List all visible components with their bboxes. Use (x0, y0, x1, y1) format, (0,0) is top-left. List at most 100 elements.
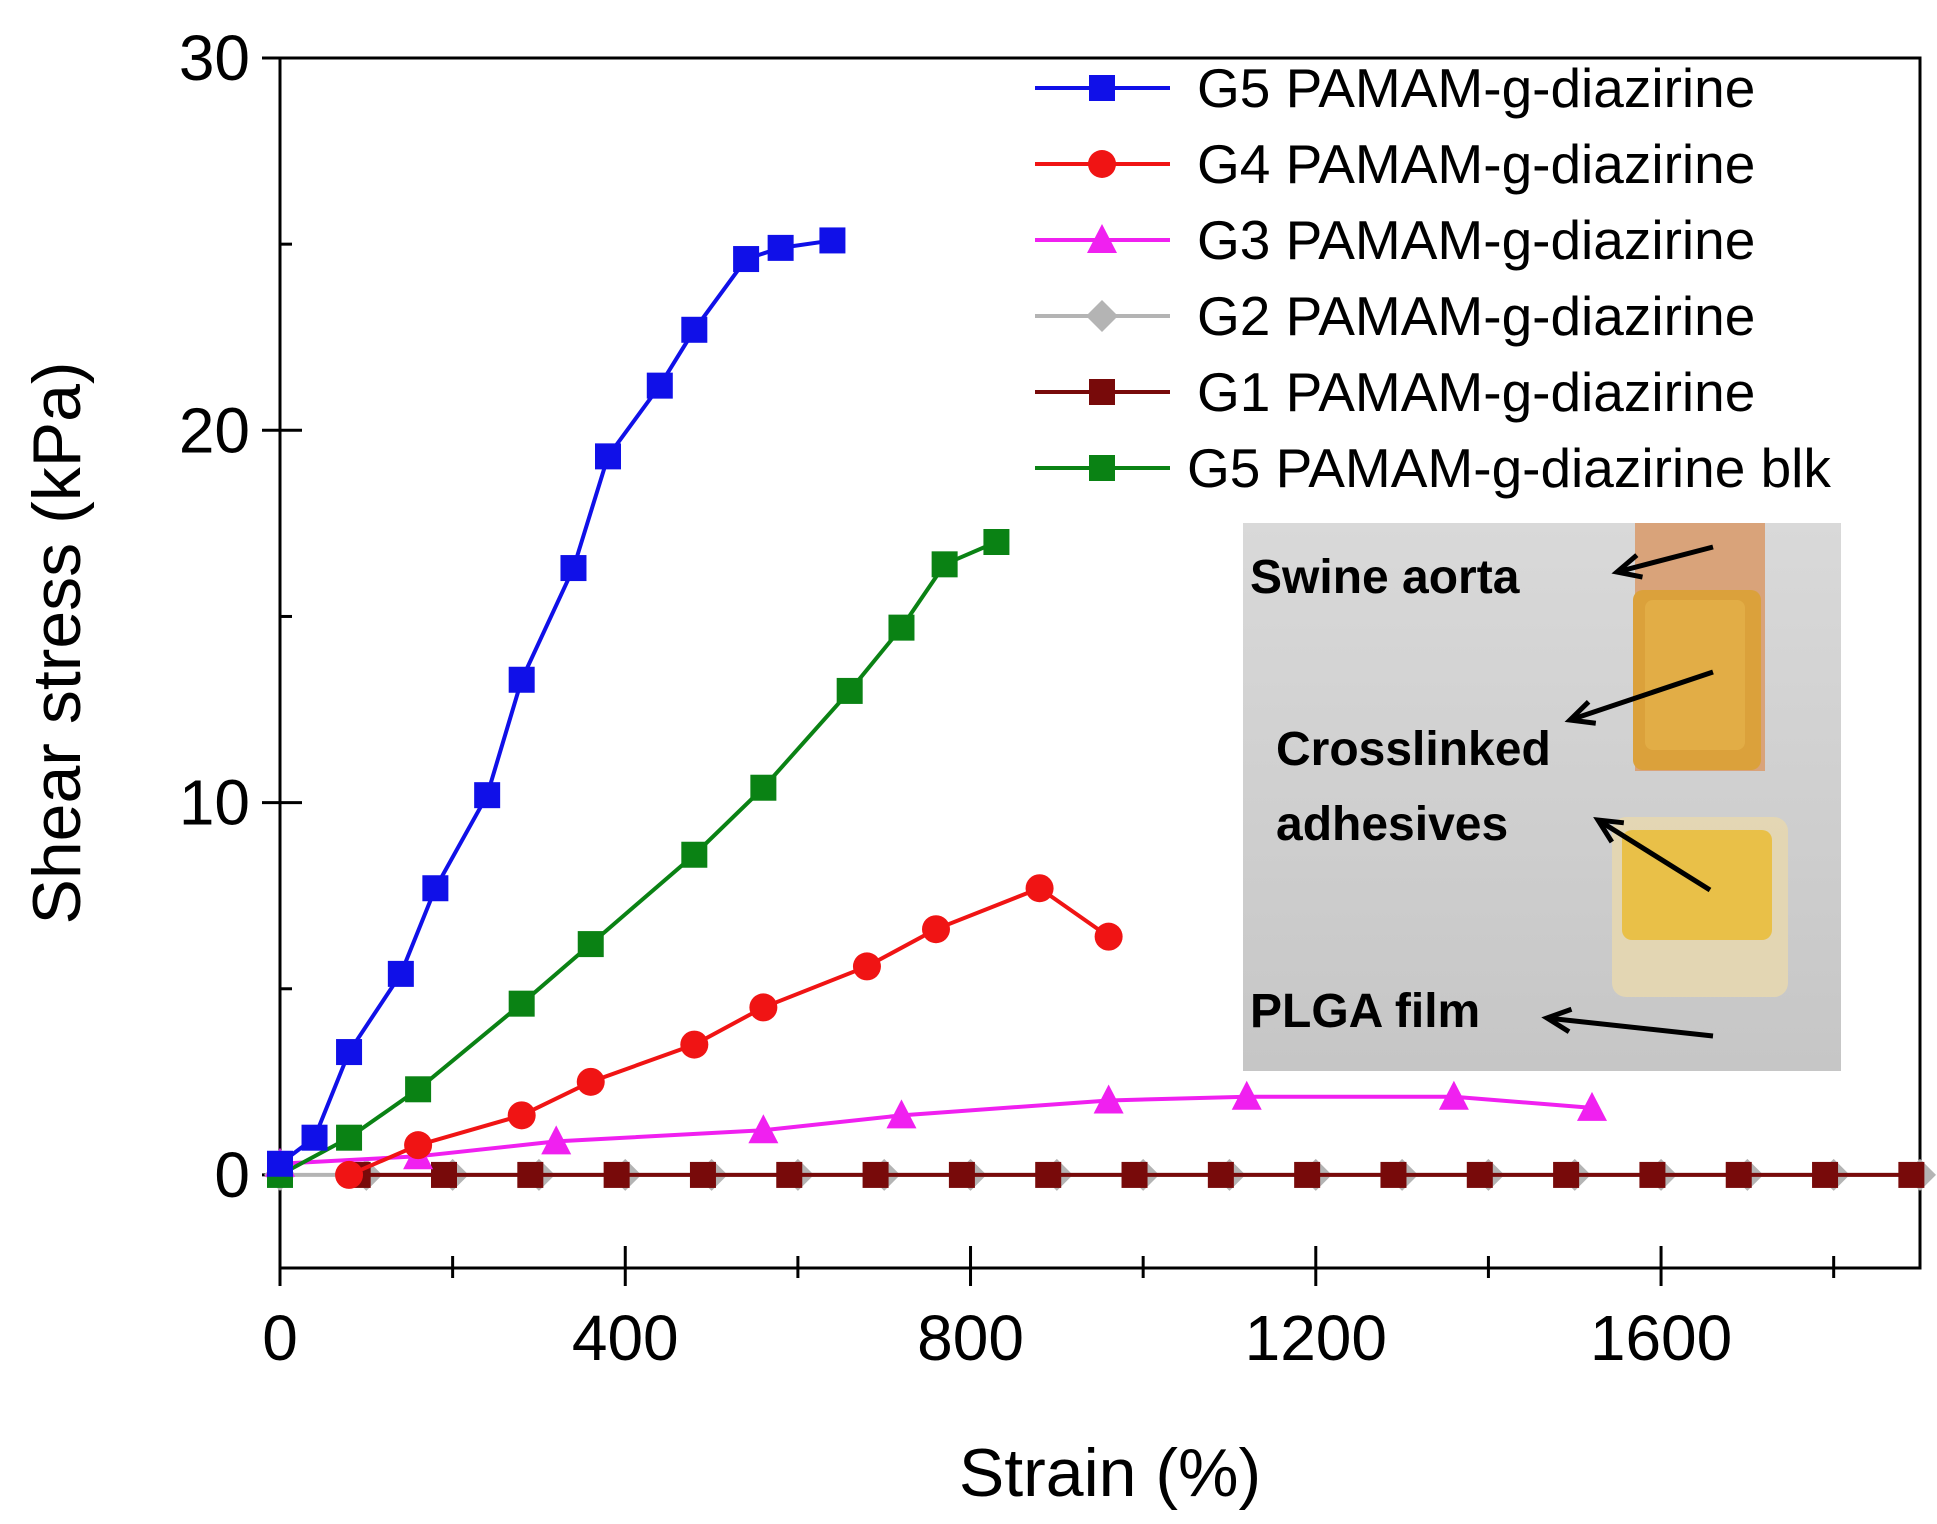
data-point (576, 1067, 605, 1096)
inset-label: adhesives (1276, 798, 1508, 851)
legend-label: G5 PAMAM-g-diazirine blk (1187, 437, 1831, 499)
data-point (1812, 1161, 1839, 1188)
data-point (1898, 1161, 1925, 1188)
inset-photo: Swine aorta Crosslinked adhesives PLGA film (1243, 523, 1841, 1071)
data-point (431, 1161, 457, 1188)
arrow-shaft (1569, 669, 1714, 723)
x-tick-label: 1600 (1590, 1302, 1732, 1374)
arrow-head (1611, 553, 1643, 580)
legend: G5 PAMAM-g-diazirine G4 PAMAM-g-diazirine… (1035, 57, 1831, 499)
series-6 (267, 529, 1010, 1188)
data-point (1725, 1161, 1752, 1188)
data-point (1093, 1084, 1124, 1114)
adhesive-top-highlight (1645, 600, 1745, 750)
legend-item: G3 PAMAM-g-diazirine (1035, 209, 1755, 271)
data-point (733, 246, 760, 273)
data-point (983, 529, 1010, 555)
arrow-shaft (1596, 817, 1712, 893)
data-point (1035, 1161, 1062, 1188)
data-point (749, 993, 778, 1022)
data-point (862, 1161, 889, 1188)
data-point (1231, 1080, 1262, 1110)
inset-label: Crosslinked (1276, 723, 1551, 776)
data-point (336, 1039, 363, 1066)
data-point (680, 1030, 709, 1059)
data-point (560, 555, 587, 582)
x-tick-label: 1200 (1245, 1302, 1387, 1374)
data-point (836, 677, 863, 704)
data-point (1094, 922, 1123, 951)
data-point (750, 774, 777, 801)
series-line (348, 885, 1110, 1177)
legend-marker (1088, 150, 1116, 178)
data-point (474, 782, 501, 809)
data-point (852, 952, 881, 981)
data-point (886, 1099, 917, 1129)
x-axis-title: Strain (%) (959, 1435, 1261, 1511)
plot-frame (278, 56, 1922, 1270)
legend-marker (1089, 379, 1115, 405)
data-point (1294, 1161, 1321, 1188)
series-layer (264, 227, 1936, 1191)
data-point (922, 915, 950, 944)
legend-marker (1089, 455, 1115, 481)
series-5 (344, 1161, 1925, 1188)
data-point (507, 1101, 536, 1130)
data-point (888, 614, 915, 641)
x-tick-label: 800 (917, 1302, 1024, 1374)
legend-label: G5 PAMAM-g-diazirine (1197, 57, 1755, 119)
legend-label: G3 PAMAM-g-diazirine (1197, 209, 1755, 271)
legend-marker (1087, 224, 1117, 253)
data-point (508, 666, 535, 693)
data-point (336, 1124, 363, 1151)
data-point (595, 443, 621, 470)
arrow-head (1564, 700, 1597, 726)
data-point (1553, 1161, 1580, 1188)
data-point (1025, 874, 1054, 903)
data-point (1438, 1080, 1469, 1110)
arrow-icon (1541, 1006, 1714, 1039)
data-point (1639, 1161, 1666, 1188)
data-point (646, 372, 673, 399)
x-tick-label: 0 (262, 1302, 298, 1374)
y-tick-label: 10 (179, 767, 250, 839)
legend-item: G5 PAMAM-g-diazirine (1035, 57, 1755, 119)
data-point (267, 1150, 293, 1177)
arrow-head (1593, 816, 1625, 844)
series-2 (335, 874, 1123, 1189)
x-tick-label: 400 (572, 1302, 679, 1374)
arrow-icon (1611, 544, 1714, 580)
data-point (603, 1161, 630, 1188)
data-point (931, 551, 958, 578)
legend-item: G1 PAMAM-g-diazirine (1035, 361, 1755, 423)
data-point (776, 1161, 803, 1188)
data-point (1466, 1161, 1493, 1188)
data-point (541, 1125, 572, 1155)
data-point (748, 1114, 779, 1144)
legend-item: G5 PAMAM-g-diazirine blk (1035, 437, 1831, 499)
arrow-head (1541, 1006, 1573, 1034)
data-point (689, 1161, 716, 1188)
data-point (405, 1076, 432, 1103)
data-point (1121, 1161, 1148, 1188)
data-point (767, 234, 794, 261)
inset-label: PLGA film (1250, 985, 1480, 1038)
arrow-shaft (1546, 1015, 1714, 1039)
legend-item: G2 PAMAM-g-diazirine (1035, 285, 1755, 347)
legend-item: G4 PAMAM-g-diazirine (1035, 133, 1755, 195)
data-point (335, 1160, 364, 1189)
data-point (1380, 1161, 1407, 1188)
data-point (422, 875, 449, 902)
data-point (301, 1124, 328, 1151)
data-point (577, 931, 604, 958)
legend-marker (1086, 300, 1118, 332)
data-point (948, 1161, 975, 1188)
inset-label: Swine aorta (1250, 551, 1520, 604)
data-point (681, 841, 708, 868)
data-point (404, 1131, 433, 1160)
arrow-icon (1593, 816, 1712, 893)
data-point (1577, 1091, 1607, 1121)
legend-label: G2 PAMAM-g-diazirine (1197, 285, 1755, 347)
data-point (819, 227, 846, 254)
